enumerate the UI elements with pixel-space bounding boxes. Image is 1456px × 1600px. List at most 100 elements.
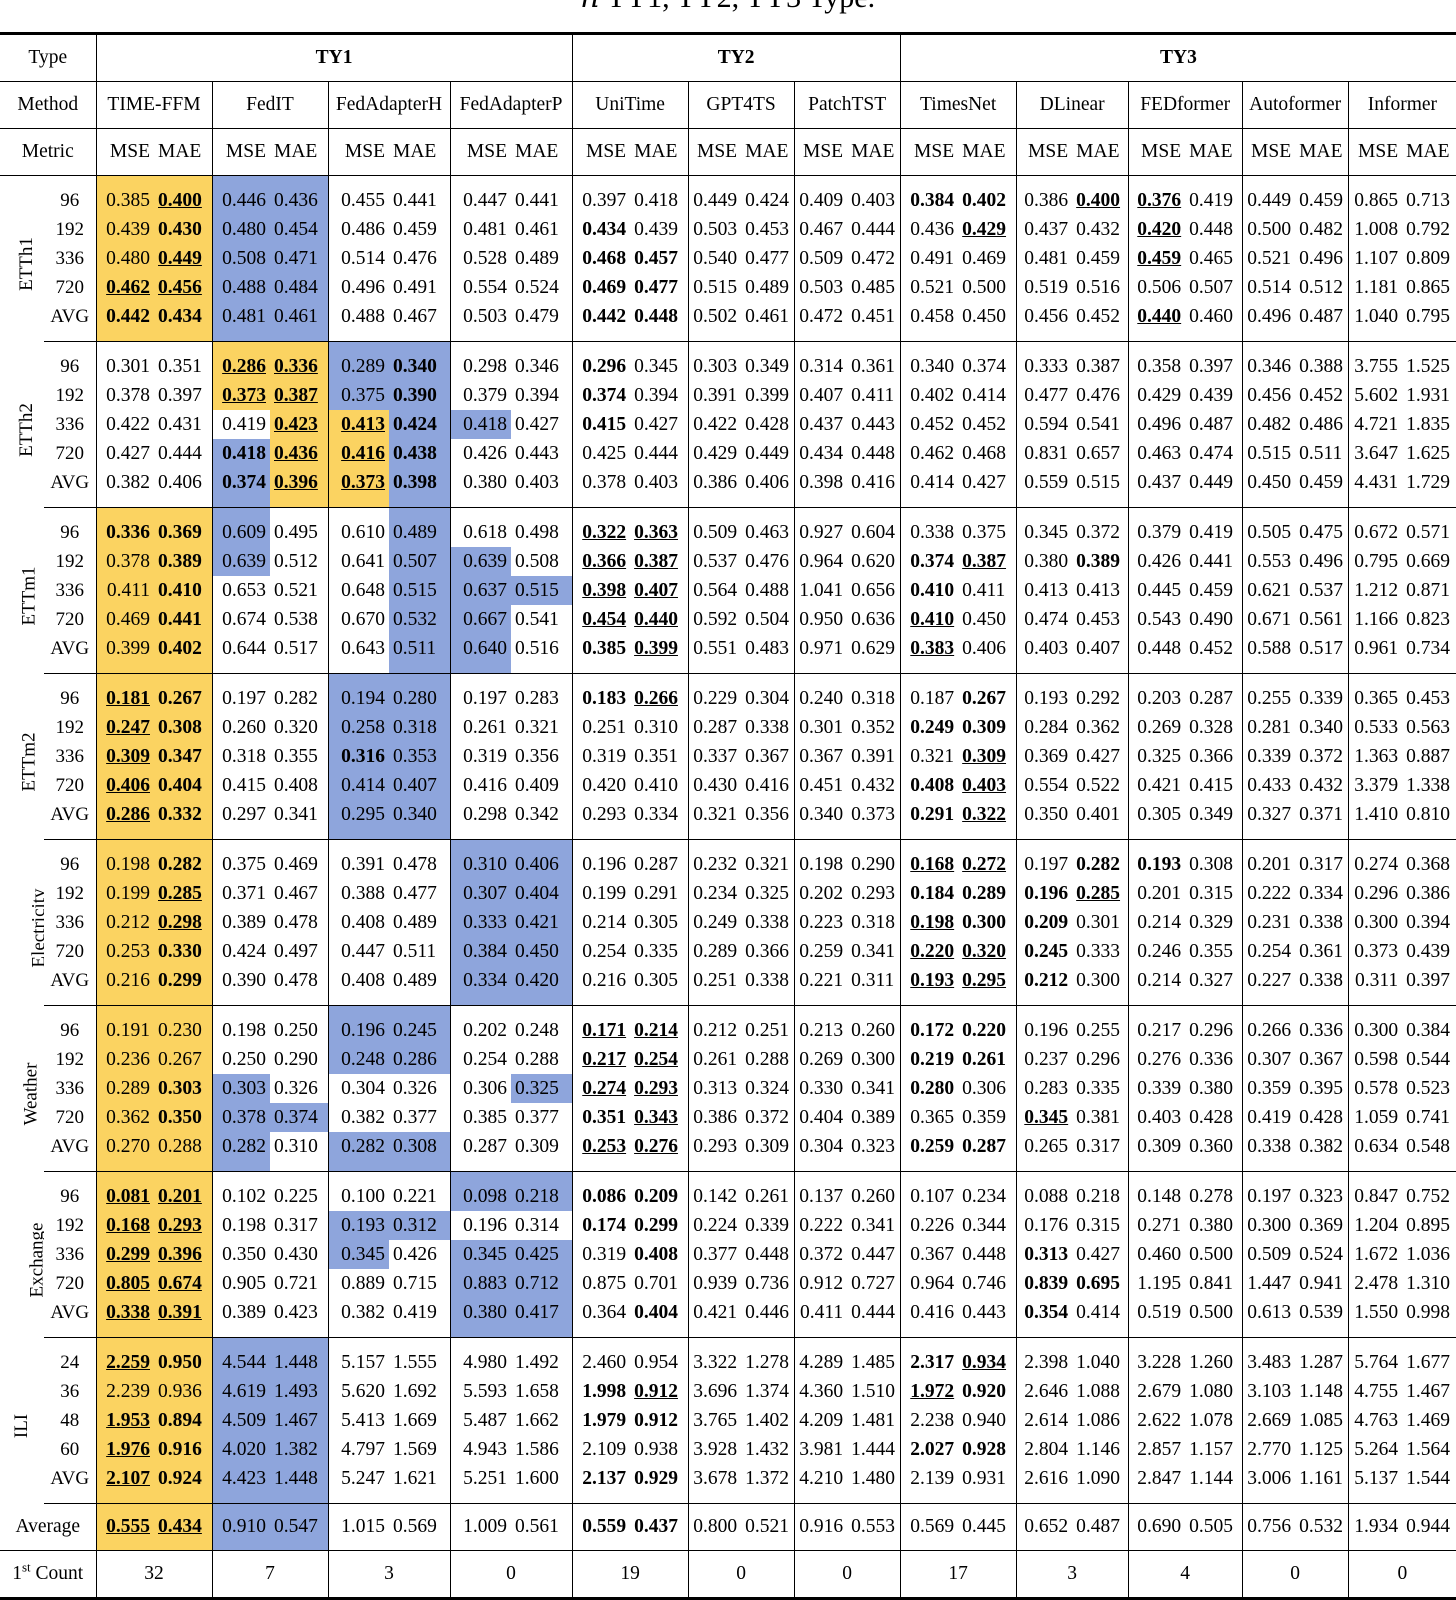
value-cell: 0.305 — [1127, 800, 1186, 840]
value-text: 5.764 — [1354, 1351, 1399, 1373]
value-cell: 0.137 — [793, 1171, 848, 1211]
value-text: 0.365 — [910, 1106, 955, 1128]
value-text: 0.489 — [393, 969, 437, 991]
value-cell: 0.695 — [1072, 1269, 1128, 1298]
value-text: 0.249 — [910, 716, 955, 738]
value-cell: 0.459 — [1185, 576, 1242, 605]
value-cell: 0.287 — [958, 1132, 1017, 1172]
metric-mae: MAE — [1072, 128, 1129, 176]
value-text: 0.540 — [693, 247, 738, 269]
table-row: AVG 0.270 0.288 0.282 0.310 0.282 0.308 0.287 0.… — [0, 1132, 1456, 1172]
value-text: 0.221 — [799, 969, 844, 991]
value-cell: 0.674 — [154, 1269, 212, 1298]
value-cell: 0.293 — [847, 879, 900, 908]
value-cell: 0.232 — [687, 839, 742, 879]
value-text: 0.440 — [1137, 305, 1182, 327]
value-cell: 0.293 — [630, 1074, 688, 1103]
value-text: 0.299 — [106, 1243, 150, 1265]
value-text: 0.137 — [799, 1185, 844, 1207]
caption-text: ℏ TY1, TY2, TY3 Type. — [581, 0, 875, 14]
value-text: 0.421 — [1137, 774, 1182, 796]
value-text: 0.246 — [1137, 940, 1182, 962]
value-text: 0.451 — [851, 305, 895, 327]
value-cell: 0.367 — [793, 742, 848, 771]
value-cell: 0.339 — [1295, 674, 1348, 714]
value-cell: 0.355 — [270, 742, 328, 771]
value-cell: 0.299 — [630, 1211, 688, 1240]
value-cell: 0.338 — [899, 507, 959, 547]
value-text: 1.086 — [1076, 1409, 1121, 1431]
value-cell: 4.797 — [327, 1435, 389, 1464]
value-text: 0.297 — [222, 803, 266, 825]
value-cell: 0.505 — [1185, 1503, 1243, 1551]
value-text: 0.416 — [851, 471, 895, 493]
value-text: 0.389 — [1076, 550, 1121, 572]
value-text: 0.496 — [341, 276, 385, 298]
value-cell: 0.481 — [1015, 244, 1073, 273]
value-text: 0.385 — [463, 1106, 507, 1128]
value-text: 3.981 — [799, 1438, 844, 1460]
value-cell: 0.961 — [1347, 634, 1403, 674]
value-text: 0.293 — [158, 1214, 202, 1236]
value-text: 0.373 — [851, 803, 895, 825]
value-cell: 0.351 — [630, 742, 688, 771]
value-text: 0.456 — [1024, 305, 1069, 327]
value-text: 0.481 — [222, 305, 266, 327]
value-cell: 2.622 — [1127, 1406, 1186, 1435]
value-cell: 0.559 — [1015, 468, 1073, 508]
value-cell: 2.027 — [899, 1435, 959, 1464]
value-cell: 0.912 — [630, 1406, 688, 1435]
value-cell: 0.344 — [958, 1211, 1016, 1240]
dataset-label: ETTh1 — [0, 176, 44, 342]
count-cell: 4 — [1127, 1550, 1243, 1600]
value-cell: 0.386 — [687, 1103, 742, 1132]
value-text: 0.831 — [1024, 442, 1069, 464]
method-11: Informer — [1347, 81, 1456, 129]
value-text: 0.305 — [1137, 803, 1182, 825]
value-cell: 0.508 — [211, 244, 270, 273]
count-cell: 0 — [1347, 1550, 1456, 1600]
value-text: 0.512 — [1299, 276, 1344, 298]
value-text: 0.198 — [910, 911, 955, 933]
value-cell: 0.387 — [1072, 342, 1128, 382]
method-name: GPT4TS — [706, 94, 776, 115]
value-cell: 0.715 — [389, 1269, 450, 1298]
value-text: 0.286 — [106, 803, 150, 825]
value-cell: 0.286 — [211, 341, 270, 381]
value-text: 1.125 — [1299, 1438, 1344, 1460]
dataset-label: ETTh2 — [0, 342, 44, 508]
value-text: 0.746 — [962, 1272, 1007, 1294]
value-text: 0.454 — [582, 608, 627, 630]
value-cell: 0.426 — [1127, 547, 1186, 576]
value-text: 3.006 — [1247, 1467, 1292, 1489]
value-cell: 0.301 — [95, 341, 154, 381]
value-cell: 0.221 — [389, 1172, 450, 1212]
value-cell: 0.414 — [899, 468, 959, 508]
value-cell: 1.088 — [1072, 1377, 1128, 1406]
value-text: 0.505 — [1189, 1516, 1234, 1537]
value-cell: 5.602 — [1347, 381, 1403, 410]
value-cell: 0.447 — [449, 175, 511, 215]
value-cell: 0.559 — [571, 1503, 631, 1551]
value-cell: 0.436 — [270, 439, 328, 468]
value-cell: 0.365 — [1347, 673, 1403, 713]
value-cell: 0.326 — [389, 1074, 450, 1103]
value-cell: 0.503 — [449, 302, 511, 342]
value-text: 5.593 — [463, 1380, 507, 1402]
value-text: 0.482 — [1299, 218, 1344, 240]
value-text: 0.356 — [515, 745, 559, 767]
value-text: 0.449 — [158, 247, 202, 269]
value-text: 0.998 — [1406, 1301, 1451, 1323]
value-text: 0.928 — [962, 1438, 1007, 1460]
value-cell: 0.469 — [571, 273, 631, 302]
value-cell: 2.614 — [1015, 1406, 1073, 1435]
value-cell: 0.515 — [511, 576, 573, 605]
value-text: 0.267 — [158, 1048, 202, 1070]
value-text: 1.161 — [1299, 1467, 1344, 1489]
value-text: 0.219 — [910, 1048, 955, 1070]
value-cell: 0.341 — [847, 1074, 900, 1103]
value-text: 0.462 — [106, 276, 150, 298]
value-cell: 0.274 — [1347, 839, 1403, 879]
value-text: 1.658 — [515, 1380, 559, 1402]
value-text: 0.403 — [515, 471, 559, 493]
